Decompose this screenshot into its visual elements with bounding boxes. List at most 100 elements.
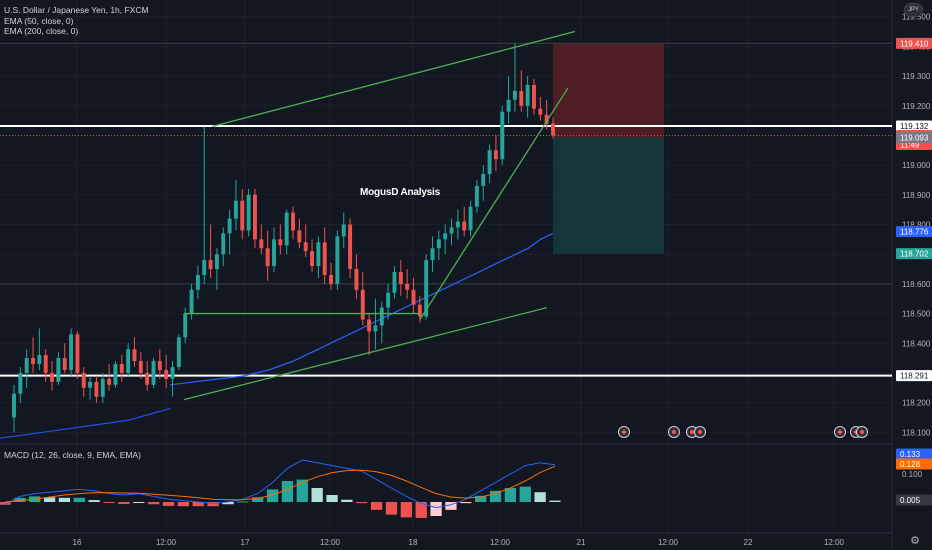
candle-body	[227, 218, 232, 234]
price-axis: 119.500119.400119.300119.200119.100119.0…	[893, 0, 932, 550]
price-label-tag	[896, 370, 932, 382]
price-tick-label: 118.600	[902, 280, 931, 289]
candle-body	[176, 337, 181, 367]
price-label-value: 118.776	[900, 228, 929, 237]
candle-body	[348, 224, 353, 270]
candle-body	[487, 150, 492, 175]
position-zones	[553, 43, 664, 254]
candle-body	[386, 292, 391, 308]
candle-body	[62, 358, 67, 370]
macd-histogram-bar	[415, 502, 427, 518]
event-marker-dot	[621, 429, 627, 435]
price-tick-label: 118.100	[902, 428, 931, 437]
candle-body	[538, 108, 543, 115]
candle-body	[18, 372, 23, 394]
macd-histogram-bar	[43, 497, 56, 502]
candle-body	[132, 349, 137, 362]
macd-histogram-bar	[311, 488, 323, 502]
candle-body	[341, 224, 346, 237]
macd-line	[4, 459, 556, 509]
candle-body	[221, 233, 226, 255]
macd-value-label: 0.133	[900, 450, 921, 459]
candle-body	[170, 367, 175, 379]
macd-histogram-bar	[162, 502, 175, 506]
candle-body	[119, 364, 124, 373]
macd-histogram-bar	[192, 502, 204, 507]
candle-body	[107, 378, 112, 385]
macd-histogram-bar	[460, 502, 472, 504]
candle-body	[379, 307, 384, 326]
candle-body	[506, 99, 511, 112]
macd-histogram-bar	[385, 502, 398, 515]
price-label-value: 119.093	[900, 134, 929, 143]
price-label-value: 119.410	[900, 39, 929, 48]
time-tick-label: 12:00	[156, 538, 177, 547]
macd-legend[interactable]: MACD (12, 26, close, 9, EMA, EMA)	[4, 450, 141, 460]
macd-histogram-bar	[207, 502, 219, 507]
candle-body	[265, 248, 270, 267]
price-tick-label: 119.200	[902, 102, 931, 111]
trendlines	[183, 30, 576, 401]
candle-body	[113, 364, 118, 385]
macd-histogram-bar	[534, 492, 546, 502]
chart-legend: U.S. Dollar / Japanese Yen, 1h, FXCM EMA…	[4, 5, 149, 37]
price-label-tag	[896, 37, 932, 49]
trendline	[419, 87, 569, 320]
macd-tick-label: 0.100	[902, 470, 923, 479]
macd-histogram-bar	[281, 481, 294, 502]
stop-loss-zone	[553, 43, 664, 138]
candle-body	[75, 334, 80, 373]
analysis-annotation: MogusD Analysis	[360, 187, 440, 198]
event-marker-dot	[671, 429, 677, 435]
macd-histogram-bar	[489, 490, 502, 502]
candle-body	[246, 194, 251, 231]
candle-body	[474, 185, 479, 207]
event-markers	[618, 426, 868, 438]
candle-body	[272, 239, 276, 267]
candle-body	[278, 239, 283, 246]
candle-body	[316, 242, 321, 267]
candle-body	[202, 260, 207, 275]
candle-body	[259, 239, 264, 249]
macd-value-tag	[896, 448, 932, 460]
candle-body	[126, 349, 131, 373]
time-tick-label: 18	[409, 538, 418, 547]
price-label-value: 118.291	[900, 372, 929, 381]
candle-body	[430, 248, 435, 261]
candle-body	[214, 254, 219, 270]
macd-histogram-bar	[549, 500, 561, 502]
macd-histogram-bar	[356, 502, 368, 504]
macd-histogram-bar	[237, 501, 249, 503]
candle-body	[417, 304, 422, 317]
candle-body	[24, 358, 29, 373]
candle-body	[303, 242, 308, 252]
candle-body	[81, 372, 86, 388]
macd-value-tag	[896, 494, 932, 506]
candles	[12, 43, 555, 433]
candle-body	[449, 227, 454, 234]
candle-body	[208, 260, 213, 270]
candle-body	[424, 260, 429, 317]
ema50-legend[interactable]: EMA (50, close, 0)	[4, 15, 74, 26]
macd-value-label: 0.128	[900, 460, 921, 469]
candle-body	[151, 361, 156, 385]
candle-body	[233, 200, 238, 219]
ema200-legend[interactable]: EMA (200, close, 0)	[4, 26, 79, 36]
candle-body	[519, 90, 524, 106]
candle-body	[138, 361, 143, 373]
time-tick-label: 16	[73, 538, 82, 547]
signal-line	[4, 465, 556, 503]
price-tick-label: 118.900	[902, 191, 931, 200]
candle-body	[50, 372, 55, 382]
candle-body	[493, 150, 498, 160]
candle-body	[88, 381, 93, 388]
macd-histogram-bar	[266, 489, 279, 502]
symbol-title[interactable]: U.S. Dollar / Japanese Yen, 1h, FXCM	[4, 5, 149, 15]
currency-badge[interactable]: JPY	[904, 3, 923, 17]
gear-icon[interactable]: ⚙	[910, 535, 920, 547]
macd-histogram-bar	[400, 502, 412, 518]
macd-histogram-bar	[148, 502, 160, 505]
